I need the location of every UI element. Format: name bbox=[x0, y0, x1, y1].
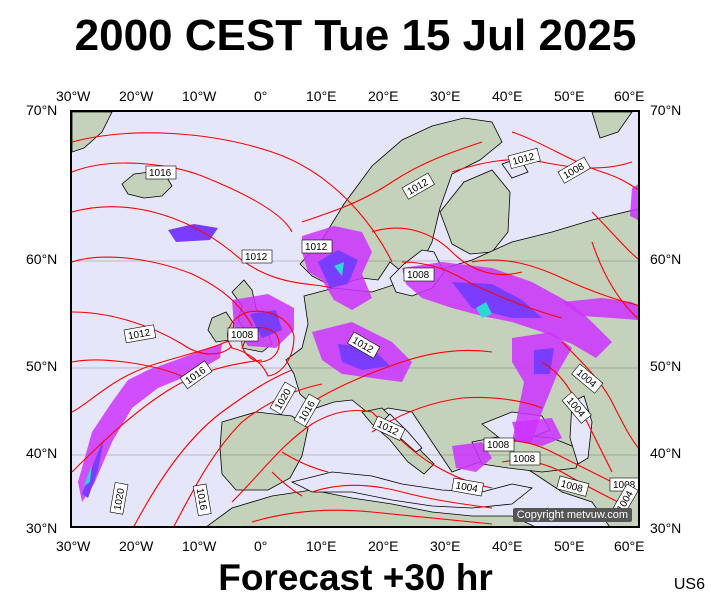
svg-text:1008: 1008 bbox=[613, 480, 636, 491]
lon-label-bottom: 60°E bbox=[614, 538, 645, 554]
svg-text:1012: 1012 bbox=[127, 328, 151, 343]
lon-label-bottom: 30°E bbox=[430, 538, 461, 554]
lat-label-left: 40°N bbox=[26, 445, 58, 461]
isobar-label: 1012 bbox=[123, 324, 157, 344]
lon-label-top: 60°E bbox=[614, 88, 645, 104]
svg-text:1012: 1012 bbox=[245, 252, 268, 263]
lon-label-top: 10°W bbox=[182, 88, 217, 104]
lon-label-top: 20°W bbox=[119, 88, 154, 104]
iberia bbox=[219, 411, 309, 491]
isobar-label: 1008 bbox=[556, 475, 590, 497]
lon-label-bottom: 50°E bbox=[554, 538, 585, 554]
lat-label-right: 40°N bbox=[650, 445, 682, 461]
svg-text:1008: 1008 bbox=[487, 440, 510, 451]
lon-label-bottom: 0° bbox=[254, 538, 268, 554]
lat-label-right: 50°N bbox=[650, 358, 682, 374]
copyright-badge: Copyright metvuw.com bbox=[512, 508, 632, 522]
isobar-label: 1008 bbox=[227, 327, 259, 342]
lon-label-bottom: 40°E bbox=[492, 538, 523, 554]
svg-text:1008: 1008 bbox=[407, 270, 430, 281]
weather-map: 1016 1012 1012 1008 1012 1008 1012 1008 … bbox=[72, 112, 638, 526]
lat-label-left: 70°N bbox=[26, 102, 58, 118]
lon-label-bottom: 30°W bbox=[56, 538, 91, 554]
lat-label-left: 60°N bbox=[26, 251, 58, 267]
isobar-label: 1008 bbox=[509, 451, 541, 466]
svg-text:1020: 1020 bbox=[112, 487, 127, 511]
svg-text:1012: 1012 bbox=[305, 242, 328, 253]
isobars bbox=[72, 131, 638, 526]
lon-label-bottom: 20°E bbox=[368, 538, 399, 554]
lon-label-bottom: 20°W bbox=[119, 538, 154, 554]
isobar-label: 1004 bbox=[451, 477, 484, 497]
isobar-label: 1008 bbox=[483, 437, 515, 452]
isobar-label: 1012 bbox=[507, 147, 541, 169]
lon-label-top: 50°E bbox=[554, 88, 585, 104]
lon-label-top: 30°W bbox=[56, 88, 91, 104]
lon-label-bottom: 10°E bbox=[306, 538, 337, 554]
svg-text:1008: 1008 bbox=[231, 330, 254, 341]
mediterranean bbox=[290, 471, 533, 509]
map-title: 2000 CEST Tue 15 Jul 2025 bbox=[74, 11, 637, 60]
isobar-label: 1020 bbox=[109, 482, 129, 515]
model-code: US6 bbox=[673, 576, 705, 593]
isobar-label: 1008 bbox=[403, 267, 435, 282]
lon-label-top: 20°E bbox=[368, 88, 399, 104]
lat-label-right: 30°N bbox=[650, 520, 682, 536]
map-frame: 1016 1012 1012 1008 1012 1008 1012 1008 … bbox=[70, 110, 640, 528]
novaya-zemlya bbox=[591, 112, 633, 139]
svg-text:1016: 1016 bbox=[194, 487, 209, 511]
isobar-label: 1016 bbox=[145, 165, 177, 180]
isobar-label: 1012 bbox=[301, 239, 333, 254]
svg-text:1004: 1004 bbox=[455, 480, 479, 495]
forecast-label: Forecast +30 hr bbox=[218, 557, 493, 598]
svg-text:1016: 1016 bbox=[149, 168, 172, 179]
lon-label-top: 40°E bbox=[492, 88, 523, 104]
lat-label-right: 60°N bbox=[650, 251, 682, 267]
lon-label-bottom: 10°W bbox=[182, 538, 217, 554]
lon-label-top: 0° bbox=[254, 88, 268, 104]
finland bbox=[439, 169, 511, 255]
isobar-label: 1012 bbox=[241, 249, 273, 264]
lon-label-top: 10°E bbox=[306, 88, 337, 104]
lat-label-left: 50°N bbox=[26, 358, 58, 374]
lon-label-top: 30°E bbox=[430, 88, 461, 104]
greenland-east bbox=[72, 112, 113, 153]
isobar-label: 1016 bbox=[192, 483, 212, 517]
lat-label-right: 70°N bbox=[650, 102, 682, 118]
lat-label-left: 30°N bbox=[26, 520, 58, 536]
svg-text:1008: 1008 bbox=[513, 454, 536, 465]
